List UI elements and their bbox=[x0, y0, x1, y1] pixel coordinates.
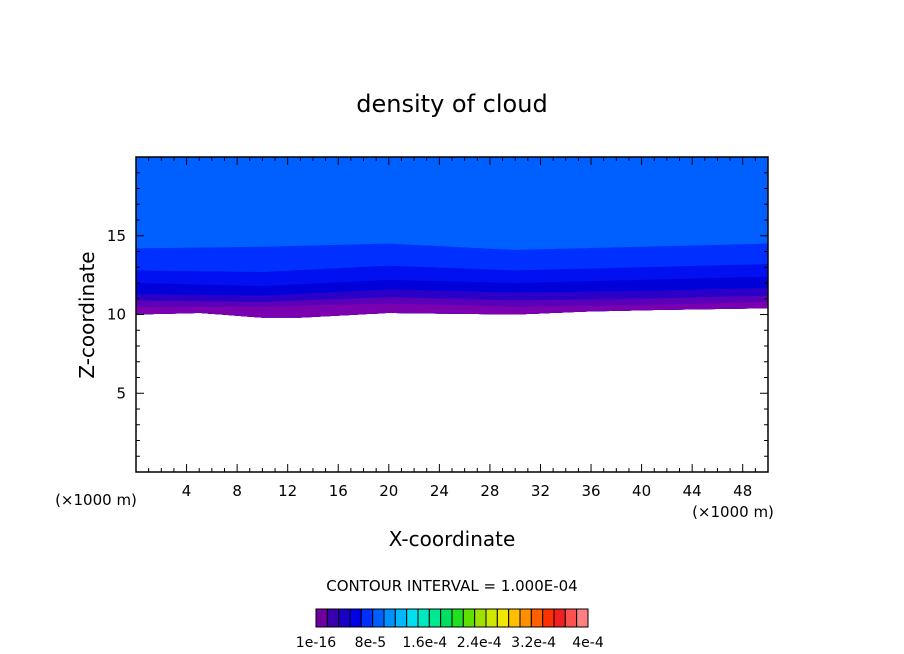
contour-band bbox=[136, 301, 768, 318]
colorbar-label: 1e-16 bbox=[296, 635, 336, 651]
colorbar bbox=[315, 608, 589, 628]
x-tick-label: 4 bbox=[182, 482, 192, 500]
colorbar-swatch bbox=[394, 608, 408, 628]
x-tick-label: 8 bbox=[232, 482, 242, 500]
x-tick-label: 48 bbox=[733, 482, 752, 500]
colorbar-label: 1.6e-4 bbox=[402, 635, 447, 651]
colorbar-swatch bbox=[440, 608, 453, 628]
colorbar-swatch bbox=[542, 608, 555, 628]
colorbar-swatch bbox=[417, 608, 430, 628]
x-tick-label: 36 bbox=[581, 482, 600, 500]
colorbar-swatch bbox=[496, 608, 510, 628]
colorbar-swatch bbox=[576, 608, 589, 628]
x-unit-right: (×1000 m) bbox=[692, 503, 774, 521]
colorbar-swatch bbox=[564, 608, 578, 628]
colorbar-swatch bbox=[338, 608, 351, 628]
y-tick-label: 5 bbox=[116, 384, 126, 402]
colorbar-swatch bbox=[553, 608, 566, 628]
y-axis-label: Z-coordinate bbox=[75, 251, 99, 378]
colorbar-swatch bbox=[485, 608, 498, 628]
x-tick-label: 28 bbox=[480, 482, 499, 500]
colorbar-swatch bbox=[315, 608, 328, 628]
colorbar-swatch bbox=[462, 608, 476, 628]
colorbar-label: 8e-5 bbox=[355, 635, 386, 651]
contour-fills bbox=[136, 157, 768, 318]
colorbar-swatch bbox=[508, 608, 521, 628]
colorbar-swatch bbox=[326, 608, 340, 628]
colorbar-label: 2.4e-4 bbox=[457, 635, 502, 651]
x-tick-label: 24 bbox=[430, 482, 449, 500]
colorbar-label: 3.2e-4 bbox=[511, 635, 556, 651]
colorbar-swatch bbox=[530, 608, 544, 628]
colorbar-swatch bbox=[383, 608, 396, 628]
colorbar-swatch bbox=[474, 608, 487, 628]
x-axis-label: X-coordinate bbox=[389, 527, 516, 551]
x-unit-left: (×1000 m) bbox=[55, 491, 137, 509]
x-tick-label: 16 bbox=[329, 482, 348, 500]
colorbar-swatch bbox=[372, 608, 385, 628]
y-tick-label: 10 bbox=[107, 306, 126, 324]
axis-ticks bbox=[136, 157, 768, 472]
chart-title: density of cloud bbox=[356, 90, 547, 118]
colorbar-swatch bbox=[428, 608, 442, 628]
x-tick-label: 12 bbox=[278, 482, 297, 500]
colorbar-swatch bbox=[406, 608, 419, 628]
x-tick-label: 40 bbox=[632, 482, 651, 500]
y-tick-label: 15 bbox=[107, 227, 126, 245]
contour-interval-label: CONTOUR INTERVAL = 1.000E-04 bbox=[326, 577, 577, 595]
colorbar-swatch bbox=[349, 608, 362, 628]
colorbar-labels: 1e-16 8e-5 1.6e-4 2.4e-4 3.2e-4 4e-4 bbox=[296, 635, 604, 651]
colorbar-swatch bbox=[519, 608, 532, 628]
x-tick-label: 20 bbox=[379, 482, 398, 500]
colorbar-swatch bbox=[451, 608, 464, 628]
colorbar-swatch bbox=[360, 608, 374, 628]
x-tick-label: 44 bbox=[683, 482, 702, 500]
x-tick-label: 32 bbox=[531, 482, 550, 500]
colorbar-label: 4e-4 bbox=[572, 635, 604, 651]
